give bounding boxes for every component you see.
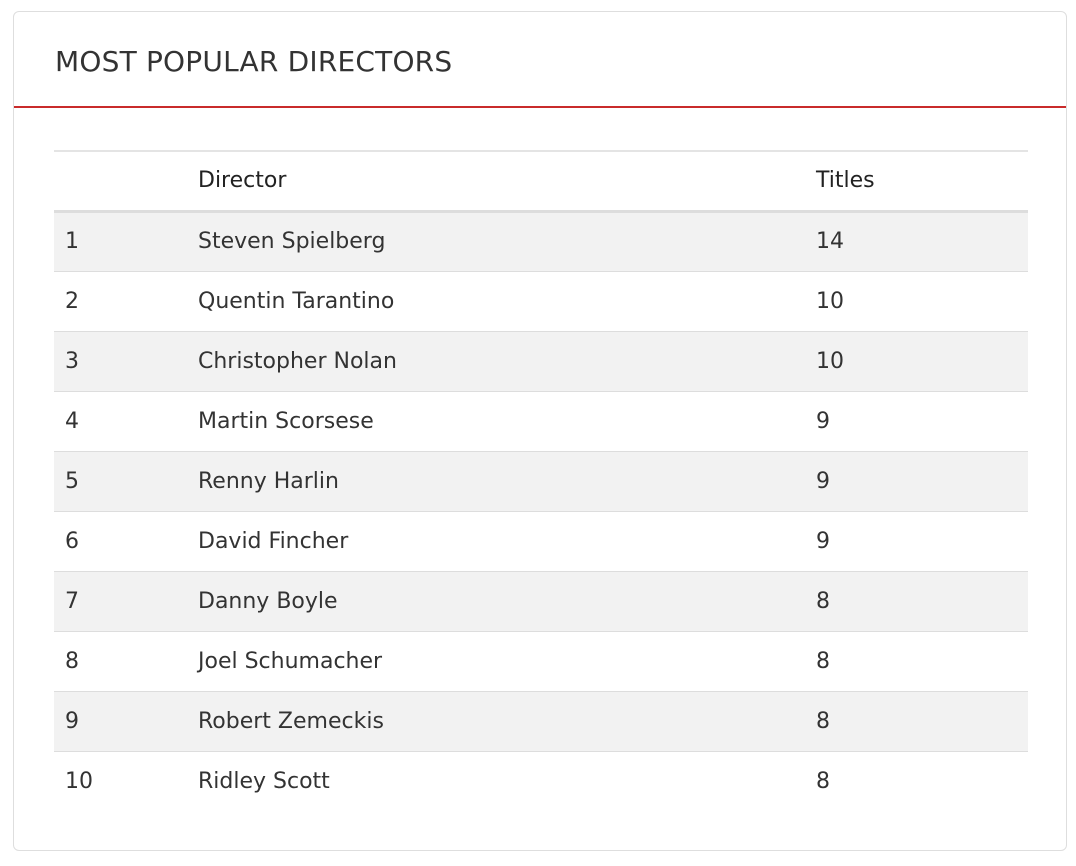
table-row: 5 Renny Harlin 9 (54, 451, 1028, 511)
directors-table: Director Titles 1 Steven Spielberg 14 2 … (54, 150, 1028, 811)
titles-cell: 8 (816, 768, 830, 794)
rank-cell: 8 (65, 648, 79, 674)
table-row: 6 David Fincher 9 (54, 511, 1028, 571)
column-header-titles: Titles (816, 168, 875, 194)
rank-cell: 2 (65, 288, 79, 314)
panel-title: MOST POPULAR DIRECTORS (55, 45, 453, 78)
titles-cell: 9 (816, 468, 830, 494)
director-cell: Renny Harlin (198, 468, 339, 494)
titles-cell: 8 (816, 708, 830, 734)
titles-cell: 8 (816, 588, 830, 614)
titles-cell: 9 (816, 528, 830, 554)
director-cell: David Fincher (198, 528, 349, 554)
rank-cell: 5 (65, 468, 79, 494)
table-header-row: Director Titles (54, 151, 1028, 211)
column-header-director: Director (198, 168, 287, 194)
table-row: 9 Robert Zemeckis 8 (54, 691, 1028, 751)
directors-panel: MOST POPULAR DIRECTORS Director Titles 1… (13, 11, 1067, 851)
rank-cell: 10 (65, 768, 93, 794)
director-cell: Steven Spielberg (198, 229, 386, 254)
titles-cell: 10 (816, 288, 844, 314)
director-cell: Ridley Scott (198, 768, 330, 794)
rank-cell: 6 (65, 528, 79, 554)
table-row: 3 Christopher Nolan 10 (54, 331, 1028, 391)
rank-cell: 9 (65, 708, 79, 734)
director-cell: Joel Schumacher (198, 648, 383, 674)
table-row: 4 Martin Scorsese 9 (54, 391, 1028, 451)
titles-cell: 10 (816, 348, 844, 374)
director-cell: Christopher Nolan (198, 348, 397, 374)
rank-cell: 4 (65, 408, 79, 434)
table-body: 1 Steven Spielberg 14 2 Quentin Tarantin… (54, 211, 1028, 811)
table-row: 1 Steven Spielberg 14 (54, 211, 1028, 271)
table-row: 7 Danny Boyle 8 (54, 571, 1028, 631)
table-row: 2 Quentin Tarantino 10 (54, 271, 1028, 331)
table-row: 10 Ridley Scott 8 (54, 751, 1028, 811)
panel-header: MOST POPULAR DIRECTORS (14, 12, 1066, 108)
titles-cell: 9 (816, 408, 830, 434)
titles-cell: 8 (816, 648, 830, 674)
column-header-rank (54, 151, 196, 211)
rank-cell: 7 (65, 588, 79, 614)
rank-cell: 3 (65, 348, 79, 374)
titles-cell: 14 (816, 229, 844, 254)
directors-table-wrapper: Director Titles 1 Steven Spielberg 14 2 … (54, 150, 1028, 811)
table-header: Director Titles (54, 151, 1028, 211)
director-cell: Quentin Tarantino (198, 288, 395, 314)
director-cell: Robert Zemeckis (198, 708, 384, 734)
rank-cell: 1 (65, 229, 79, 254)
table-row: 8 Joel Schumacher 8 (54, 631, 1028, 691)
director-cell: Martin Scorsese (198, 408, 374, 434)
director-cell: Danny Boyle (198, 588, 338, 614)
